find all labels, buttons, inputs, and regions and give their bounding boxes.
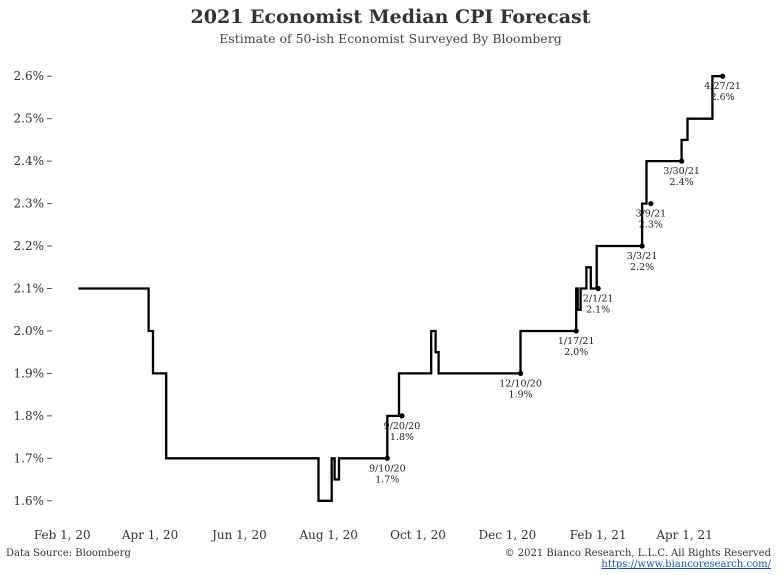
y-tick-label: 1.9% <box>14 366 45 380</box>
annotation-value: 2.4% <box>670 177 694 188</box>
annotation-value: 2.0% <box>564 347 588 358</box>
annotation-value: 2.6% <box>711 92 735 103</box>
annotation-value: 1.9% <box>508 389 532 400</box>
chart-title: 2021 Economist Median CPI Forecast <box>190 6 591 28</box>
cpi-forecast-line <box>78 75 723 502</box>
x-tick-label: Oct 1, 20 <box>390 528 446 542</box>
x-tick-label: Jun 1, 20 <box>210 528 267 542</box>
y-tick-label: 2.5% <box>14 112 45 126</box>
annotation-marker <box>595 285 601 292</box>
x-tick-label: Apr 1, 20 <box>121 528 178 542</box>
annotation-value: 2.3% <box>639 220 663 231</box>
annotation-date: 2/1/21 <box>583 294 614 305</box>
y-tick-label: 2.1% <box>14 282 45 296</box>
y-tick-label: 2.6% <box>14 69 45 83</box>
y-tick-label: 2.4% <box>14 154 45 168</box>
annotation-date: 3/3/21 <box>627 251 658 262</box>
annotation-date: 1/17/21 <box>558 336 595 347</box>
annotation-marker <box>720 73 726 79</box>
annotation-marker <box>517 370 524 377</box>
x-axis: Feb 1, 20 Apr 1, 20 Jun 1, 20 Aug 1, 20 Oct … <box>34 528 713 542</box>
y-tick-label: 2.3% <box>14 197 45 211</box>
annotation-marker <box>679 158 685 164</box>
annotation-marker <box>639 243 645 249</box>
y-tick-label: 1.6% <box>14 494 45 508</box>
annotation-value: 1.8% <box>390 432 414 443</box>
annotation-marker <box>648 200 654 207</box>
y-tick-label: 2.2% <box>14 239 45 253</box>
y-axis: 1.6% 1.7% 1.8% 1.9% 2.0% 2.1% 2.2% 2.3% 2.4% 2.5%… <box>14 69 52 508</box>
copyright-note: © 2021 Bianco Research, L.L.C. All Right… <box>505 548 771 570</box>
annotation-date: 12/10/20 <box>499 378 542 389</box>
annotation-date: 3/9/21 <box>636 209 667 220</box>
series-layer <box>78 75 723 502</box>
annotation-value: 2.1% <box>586 305 610 316</box>
annotation-value: 1.7% <box>375 474 399 485</box>
x-tick-label: Feb 1, 21 <box>570 528 627 542</box>
y-tick-label: 1.7% <box>14 451 45 465</box>
x-tick-label: Aug 1, 20 <box>299 528 358 542</box>
x-tick-label: Apr 1, 21 <box>655 528 712 542</box>
annotation-marker <box>399 413 405 419</box>
y-tick-label: 1.8% <box>14 409 45 423</box>
copyright-text: © 2021 Bianco Research, L.L.C. All Right… <box>504 548 771 559</box>
annotation-marker <box>384 455 390 461</box>
x-tick-label: Feb 1, 20 <box>34 528 91 542</box>
annotation-date: 3/30/21 <box>663 166 700 177</box>
annotation-marker <box>573 328 579 334</box>
chart-subtitle: Estimate of 50-ish Economist Surveyed By… <box>219 31 562 46</box>
data-source-note: Data Source: Bloomberg <box>6 548 131 559</box>
annotations-layer: 9/10/201.7% 9/20/201.8% 12/10/201.9% 1/17/2… <box>369 73 741 485</box>
annotation-value: 2.2% <box>630 262 654 273</box>
website-link[interactable]: https://www.biancoresearch.com/ <box>601 559 771 570</box>
y-tick-label: 2.0% <box>14 324 45 338</box>
annotation-date: 4/27/21 <box>704 81 741 92</box>
x-tick-label: Dec 1, 20 <box>478 528 536 542</box>
annotation-date: 9/10/20 <box>369 463 406 474</box>
annotation-date: 9/20/20 <box>384 421 421 432</box>
